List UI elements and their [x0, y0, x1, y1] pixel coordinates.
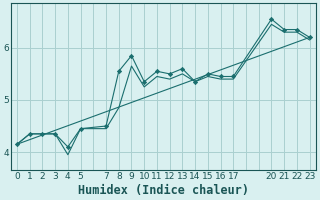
X-axis label: Humidex (Indice chaleur): Humidex (Indice chaleur): [78, 184, 249, 197]
